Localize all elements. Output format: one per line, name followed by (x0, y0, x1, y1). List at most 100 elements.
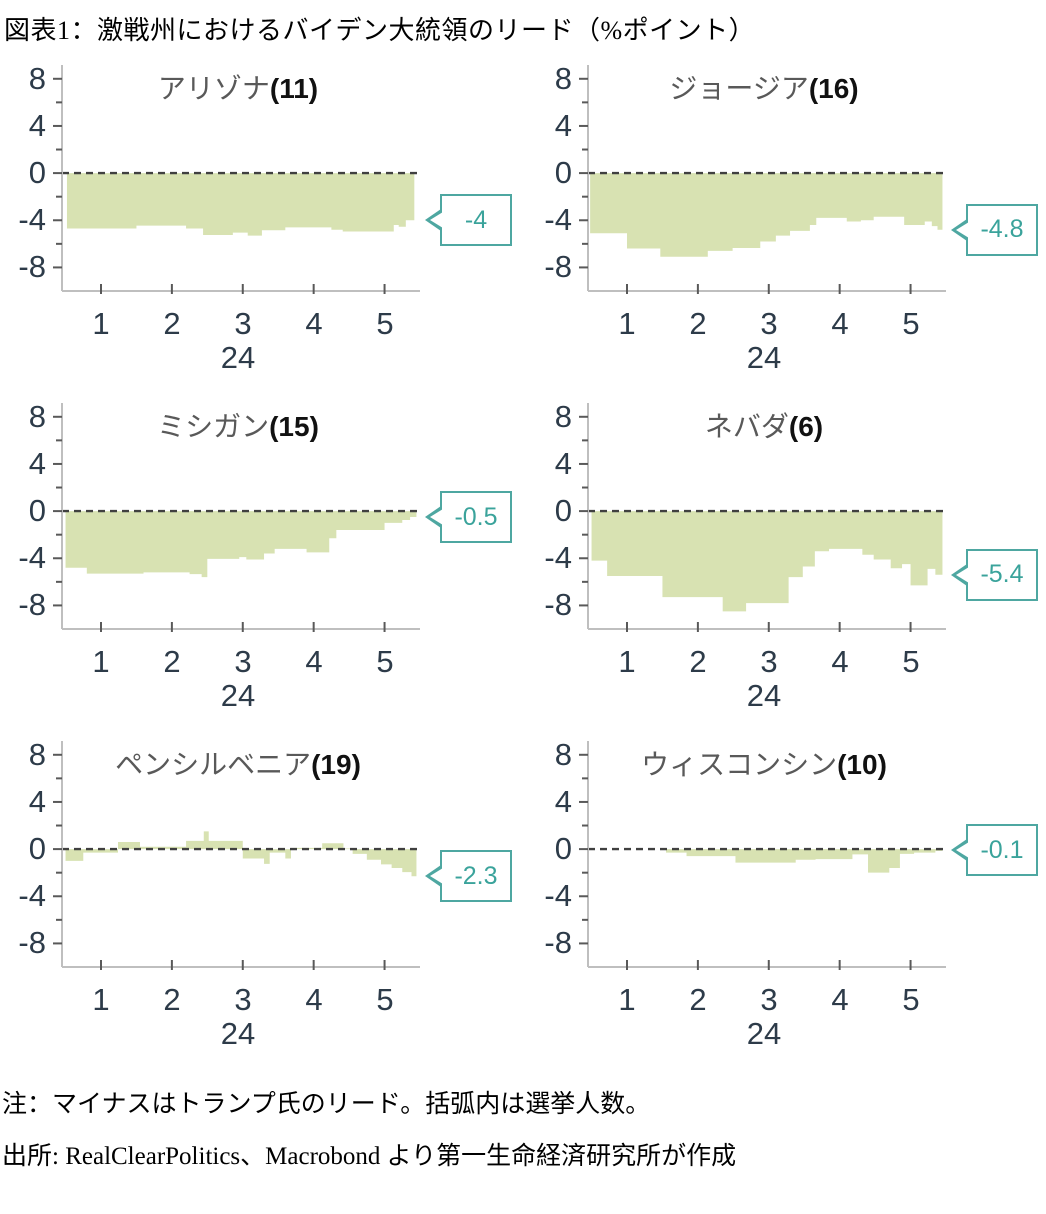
x-tick-label: 4 (831, 982, 849, 1017)
callout-column: -4.8 (950, 63, 1046, 303)
x-tick-label: 3 (234, 644, 252, 679)
lead-area-series (65, 831, 417, 877)
y-tick-label: 4 (554, 446, 572, 481)
y-tick-label: 8 (554, 61, 572, 96)
y-tick-label: 8 (554, 399, 572, 434)
x-axis-year-label: 24 (220, 1016, 256, 1051)
x-tick-label: 4 (831, 306, 849, 341)
area-chart-svg (53, 403, 420, 632)
area-chart-svg (53, 65, 420, 294)
x-axis-labels: 1 2 3 4 5 (578, 641, 950, 679)
chart-panel-5: 8 4 0 -4 -8 ウィスコンシン(10) -0.1 (528, 737, 1046, 1051)
x-axis-labels: 1 2 3 4 5 (578, 979, 950, 1017)
y-axis-labels: 8 4 0 -4 -8 (2, 737, 52, 979)
x-tick-label: 1 (618, 644, 636, 679)
lead-area-series (66, 173, 415, 236)
y-tick-label: 0 (28, 493, 46, 528)
y-tick-label: -8 (544, 587, 572, 622)
x-tick-label: 5 (376, 644, 394, 679)
y-tick-label: 4 (554, 108, 572, 143)
x-tick-label: 4 (831, 644, 849, 679)
y-tick-label: 0 (28, 831, 46, 866)
y-tick-label: -4 (544, 202, 572, 237)
callout-value: -2.3 (454, 861, 498, 890)
chart-panel-3: 8 4 0 -4 -8 ネバダ(6) -5.4 (528, 399, 1046, 713)
y-tick-label: -8 (18, 587, 46, 622)
x-tick-label: 5 (902, 644, 920, 679)
value-callout: -2.3 (440, 850, 512, 903)
y-tick-label: -4 (18, 202, 46, 237)
y-tick-label: 8 (28, 61, 46, 96)
value-callout: -4 (440, 194, 512, 247)
callout-column: -4 (424, 63, 522, 303)
x-tick-label: 5 (376, 982, 394, 1017)
x-axis-labels: 1 2 3 4 5 (578, 303, 950, 341)
x-axis-labels: 1 2 3 4 5 (52, 303, 424, 341)
x-tick-label: 4 (305, 644, 323, 679)
lead-area-series (590, 173, 943, 257)
callout-column: -0.1 (950, 739, 1046, 979)
y-axis-labels: 8 4 0 -4 -8 (528, 61, 578, 303)
x-tick-label: 3 (234, 982, 252, 1017)
y-axis-labels: 8 4 0 -4 -8 (528, 399, 578, 641)
callout-value: -0.1 (980, 835, 1024, 864)
callout-value: -4 (464, 205, 488, 234)
x-tick-label: 1 (618, 982, 636, 1017)
y-tick-label: 4 (554, 784, 572, 819)
x-tick-label: 5 (902, 306, 920, 341)
chart-panel-2: 8 4 0 -4 -8 ミシガン(15) -0.5 (2, 399, 522, 713)
note-text: 注：マイナスはトランプ氏のリード。括弧内は選挙人数。 (2, 1091, 651, 1118)
x-tick-label: 4 (305, 306, 323, 341)
plot-area: ペンシルベニア(19) (52, 739, 424, 979)
area-chart-svg (579, 741, 946, 970)
x-tick-label: 1 (92, 306, 110, 341)
y-tick-label: -4 (544, 540, 572, 575)
plot-area: ネバダ(6) (578, 401, 950, 641)
source-text: 出所: RealClearPolitics、Macrobond より第一生命経済… (2, 1142, 737, 1170)
y-tick-label: 0 (554, 493, 572, 528)
y-tick-label: 8 (28, 399, 46, 434)
plot-area: ジョージア(16) (578, 63, 950, 303)
y-axis-labels: 8 4 0 -4 -8 (528, 737, 578, 979)
callout-value: -5.4 (980, 560, 1024, 589)
plot-area: アリゾナ(11) (52, 63, 424, 303)
area-chart-svg (579, 403, 946, 632)
callout-column: -2.3 (424, 739, 522, 979)
x-axis-year-label: 24 (746, 678, 782, 713)
value-callout: -4.8 (966, 203, 1038, 256)
x-tick-label: 3 (760, 306, 778, 341)
y-axis-labels: 8 4 0 -4 -8 (2, 399, 52, 641)
x-tick-label: 2 (163, 644, 181, 679)
lead-area-series (665, 849, 943, 873)
area-chart-svg (579, 65, 946, 294)
y-tick-label: 0 (554, 155, 572, 190)
callout-column: -0.5 (424, 401, 522, 641)
value-callout: -5.4 (966, 548, 1038, 601)
chart-panel-0: 8 4 0 -4 -8 アリゾナ(11) -4 (2, 61, 522, 375)
y-tick-label: -8 (544, 925, 572, 960)
footnotes: 注：マイナスはトランプ氏のリード。括弧内は選挙人数。 出所: RealClear… (2, 1081, 1046, 1180)
x-tick-label: 3 (760, 644, 778, 679)
x-tick-label: 2 (689, 306, 707, 341)
x-axis-year-label: 24 (220, 678, 256, 713)
y-tick-label: -4 (544, 878, 572, 913)
x-axis-year-label: 24 (746, 340, 782, 375)
chart-panel-1: 8 4 0 -4 -8 ジョージア(16) -4.8 (528, 61, 1046, 375)
x-axis-labels: 1 2 3 4 5 (52, 641, 424, 679)
y-tick-label: -4 (18, 540, 46, 575)
y-axis-labels: 8 4 0 -4 -8 (2, 61, 52, 303)
y-tick-label: -8 (18, 249, 46, 284)
y-tick-label: 8 (554, 737, 572, 772)
y-tick-label: 0 (554, 831, 572, 866)
x-tick-label: 1 (92, 644, 110, 679)
x-tick-label: 3 (234, 306, 252, 341)
y-tick-label: 4 (28, 446, 46, 481)
y-tick-label: 8 (28, 737, 46, 772)
y-tick-label: 0 (28, 155, 46, 190)
x-tick-label: 2 (163, 982, 181, 1017)
callout-value: -4.8 (980, 215, 1024, 244)
y-tick-label: -8 (18, 925, 46, 960)
y-tick-label: 4 (28, 108, 46, 143)
x-axis-year-label: 24 (746, 1016, 782, 1051)
